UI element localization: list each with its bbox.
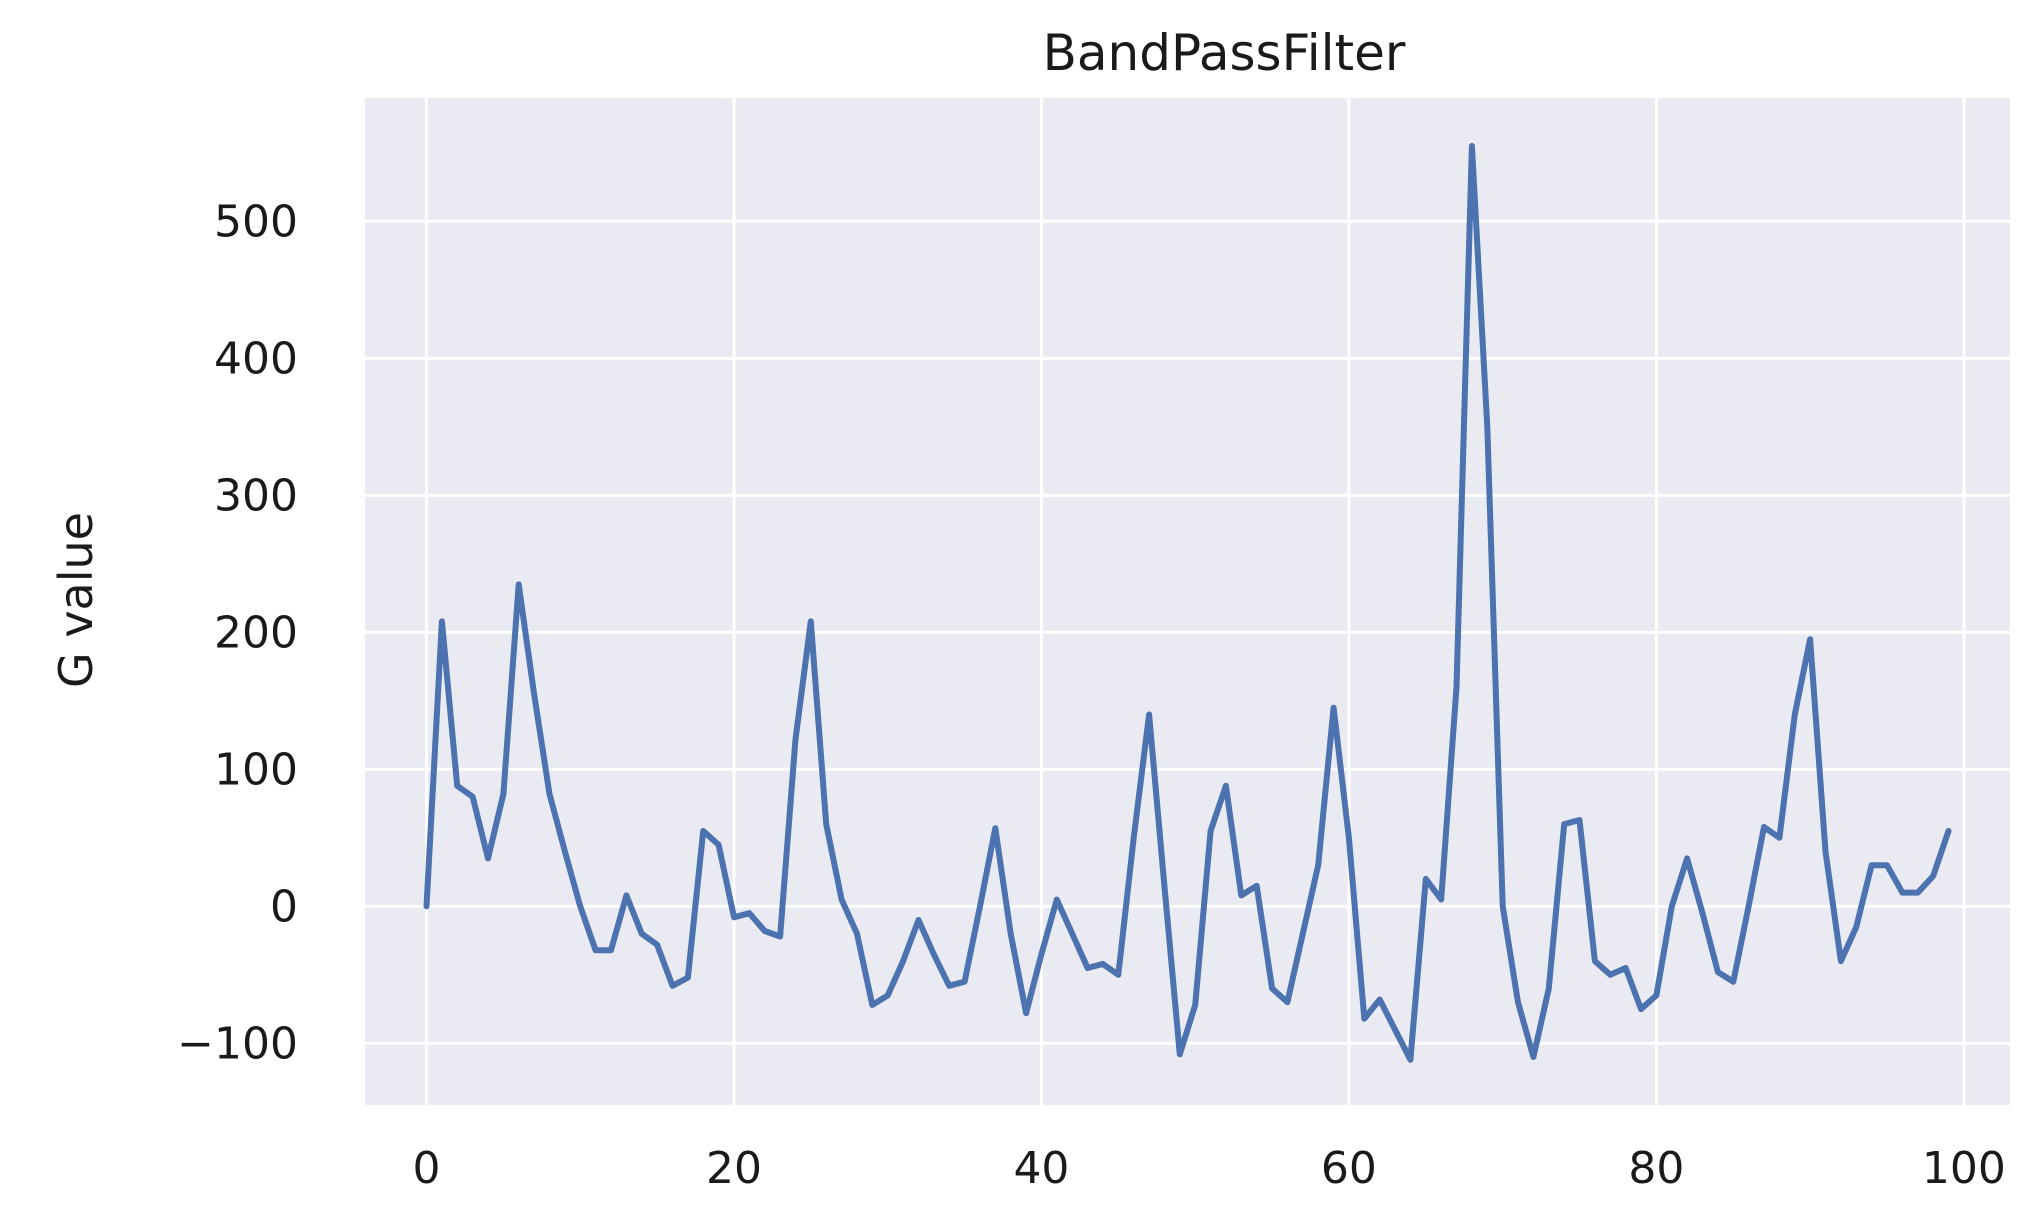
x-tick-label: 60 [1321, 1143, 1377, 1194]
y-tick-label: 200 [214, 607, 298, 658]
chart-title: BandPassFilter [1043, 24, 1406, 82]
y-tick-label: 400 [214, 333, 298, 384]
x-tick-label: 0 [412, 1143, 440, 1194]
x-tick-labels: 0 20 40 60 80 100 [412, 1143, 2005, 1194]
y-tick-label: 500 [214, 196, 298, 247]
plot-area [365, 98, 2010, 1105]
x-tick-label: 80 [1628, 1143, 1684, 1194]
y-tick-label: 100 [214, 744, 298, 795]
y-axis-label: G value [49, 512, 103, 688]
y-tick-label: 300 [214, 470, 298, 521]
x-tick-label: 40 [1013, 1143, 1069, 1194]
y-tick-labels: −100 0 100 200 300 400 500 [177, 196, 298, 1069]
series-line [423, 143, 1952, 1063]
y-tick-label: −100 [177, 1018, 298, 1069]
y-tick-label: 0 [270, 881, 298, 932]
x-tick-label: 100 [1922, 1143, 2006, 1194]
x-tick-label: 20 [706, 1143, 762, 1194]
grid-lines [365, 98, 2010, 1105]
